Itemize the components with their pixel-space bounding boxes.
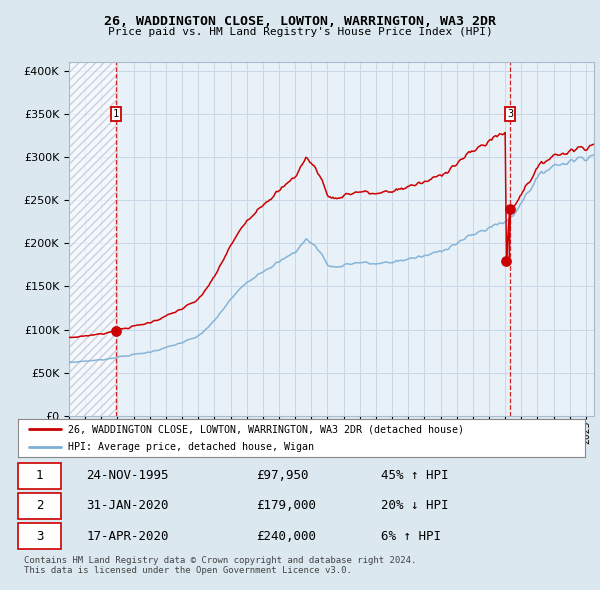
Text: £179,000: £179,000 (256, 499, 316, 513)
Bar (69, 62, 116, 416)
FancyBboxPatch shape (18, 463, 61, 489)
Text: 6% ↑ HPI: 6% ↑ HPI (381, 530, 441, 543)
Text: Price paid vs. HM Land Registry's House Price Index (HPI): Price paid vs. HM Land Registry's House … (107, 27, 493, 37)
Text: 3: 3 (36, 530, 43, 543)
Text: 1: 1 (36, 469, 43, 482)
Text: £97,950: £97,950 (256, 469, 308, 482)
FancyBboxPatch shape (18, 523, 61, 549)
Text: 31-JAN-2020: 31-JAN-2020 (86, 499, 169, 513)
Text: £240,000: £240,000 (256, 530, 316, 543)
Text: 3: 3 (507, 109, 513, 119)
Text: 26, WADDINGTON CLOSE, LOWTON, WARRINGTON, WA3 2DR (detached house): 26, WADDINGTON CLOSE, LOWTON, WARRINGTON… (68, 424, 464, 434)
Point (502, 257, 511, 266)
Text: 2: 2 (36, 499, 43, 513)
Text: Contains HM Land Registry data © Crown copyright and database right 2024.
This d: Contains HM Land Registry data © Crown c… (24, 556, 416, 575)
Text: 45% ↑ HPI: 45% ↑ HPI (381, 469, 448, 482)
Point (111, 327, 121, 336)
Text: 17-APR-2020: 17-APR-2020 (86, 530, 169, 543)
Point (505, 204, 515, 214)
FancyBboxPatch shape (18, 493, 61, 519)
Text: HPI: Average price, detached house, Wigan: HPI: Average price, detached house, Wiga… (68, 442, 314, 452)
Text: 26, WADDINGTON CLOSE, LOWTON, WARRINGTON, WA3 2DR: 26, WADDINGTON CLOSE, LOWTON, WARRINGTON… (104, 15, 496, 28)
Text: 20% ↓ HPI: 20% ↓ HPI (381, 499, 448, 513)
Text: 1: 1 (113, 109, 119, 119)
Text: 24-NOV-1995: 24-NOV-1995 (86, 469, 169, 482)
